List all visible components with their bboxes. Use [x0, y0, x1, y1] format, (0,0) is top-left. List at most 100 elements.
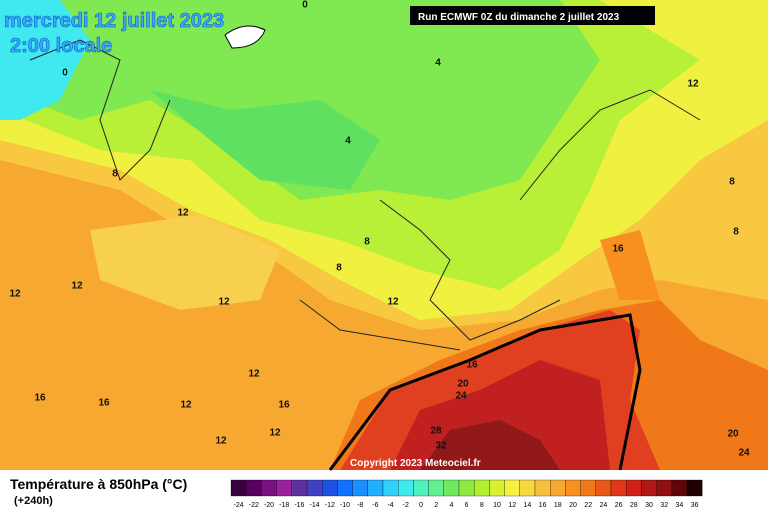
contour-label: 8: [112, 169, 118, 180]
contour-label: 0: [302, 0, 308, 11]
contour-label: 12: [248, 369, 260, 380]
scale-swatch: [686, 479, 703, 497]
scale-label: -22: [249, 502, 259, 509]
contour-label: 8: [729, 177, 735, 188]
run-box: [410, 6, 655, 25]
scale-label: -8: [357, 502, 363, 509]
contour-label: 0: [62, 68, 68, 79]
scale-label: -6: [372, 502, 378, 509]
scale-swatch: [337, 479, 353, 497]
scale-swatch: [352, 479, 368, 497]
scale-label: 22: [584, 502, 592, 509]
contour-label: 20: [457, 379, 469, 390]
contour-label: 16: [466, 360, 478, 371]
contour-label: 24: [738, 448, 750, 459]
scale-swatch: [398, 479, 414, 497]
run-label: Run ECMWF 0Z du dimanche 2 juillet 2023: [418, 12, 620, 23]
contour-label: 24: [455, 391, 467, 402]
scale-swatch: [489, 479, 505, 497]
scale-label: 18: [554, 502, 562, 509]
scale-swatch: [565, 479, 581, 497]
contour-label: 12: [71, 281, 83, 292]
scale-swatch: [246, 479, 262, 497]
scale-swatch: [534, 479, 551, 497]
contour-label: 16: [612, 244, 624, 255]
scale-label: -10: [340, 502, 350, 509]
contour-label: 12: [9, 289, 21, 300]
scale-swatch: [595, 479, 612, 497]
scale-swatch: [306, 479, 323, 497]
scale-label: -12: [325, 502, 335, 509]
contour-label: 4: [345, 136, 351, 147]
contour-label: 12: [180, 400, 192, 411]
scale-swatch: [519, 479, 536, 497]
scale-swatch: [291, 479, 308, 497]
scale-swatch: [504, 479, 520, 497]
contour-label: 8: [336, 263, 342, 274]
contour-label: 12: [387, 297, 399, 308]
scale-label: -18: [279, 502, 289, 509]
map-time: 2:00 locale: [10, 35, 112, 57]
scale-swatch: [367, 479, 384, 497]
scale-label: -4: [387, 502, 393, 509]
contour-label: 8: [364, 237, 370, 248]
scale-swatch: [443, 479, 460, 497]
contour-label: 32: [435, 441, 447, 452]
scale-swatch: [656, 479, 672, 497]
scale-label: 34: [676, 502, 684, 509]
scale-label: 36: [691, 502, 699, 509]
scale-swatch: [230, 479, 247, 497]
contour-label: 12: [687, 79, 699, 90]
scale-swatch: [382, 479, 399, 497]
scale-label: 8: [480, 502, 484, 509]
contour-label: 4: [435, 58, 441, 69]
scale-swatch: [580, 479, 596, 497]
scale-label: -16: [294, 502, 304, 509]
scale-label: 4: [449, 502, 453, 509]
scale-swatch: [428, 479, 444, 497]
contour-label: 16: [98, 398, 110, 409]
scale-swatch: [276, 479, 292, 497]
scale-swatch: [474, 479, 490, 497]
contour-label: 28: [430, 426, 442, 437]
contour-label: 16: [278, 400, 290, 411]
copyright: Copyright 2023 Meteociel.fr: [350, 458, 481, 469]
footer-title: Température à 850hPa (°C): [10, 476, 187, 492]
contour-label: 16: [34, 393, 46, 404]
scale-label: -14: [310, 502, 320, 509]
contour-label: 12: [215, 436, 227, 447]
scale-swatch: [641, 479, 657, 497]
scale-label: 16: [539, 502, 547, 509]
scale-swatch: [610, 479, 627, 497]
contour-label: 8: [733, 227, 739, 238]
scale-label: -24: [234, 502, 244, 509]
scale-label: 30: [645, 502, 653, 509]
temperature-field: [0, 0, 768, 471]
scale-label: 12: [508, 502, 516, 509]
scale-label: 20: [569, 502, 577, 509]
contour-label: 12: [269, 428, 281, 439]
scale-label: 10: [493, 502, 501, 509]
scale-label: 14: [524, 502, 532, 509]
color-scale: -24 -22 -20 -18 -16 -14 -12 -10 -8 -6 -4 -2 0 2 4 6 8 10 1…: [230, 479, 703, 509]
scale-label: 26: [615, 502, 623, 509]
scale-swatch: [322, 479, 338, 497]
scale-label: 28: [630, 502, 638, 509]
contour-label: 20: [727, 429, 739, 440]
scale-label: 32: [660, 502, 668, 509]
scale-swatch: [458, 479, 475, 497]
scale-swatch: [550, 479, 566, 497]
scale-label: 6: [465, 502, 469, 509]
contour-label: 12: [177, 208, 189, 219]
contour-label: 12: [218, 297, 230, 308]
scale-label: -20: [264, 502, 274, 509]
scale-swatch: [671, 479, 688, 497]
footer-lead: (+240h): [14, 495, 53, 507]
scale-swatch: [261, 479, 277, 497]
scale-swatch: [413, 479, 429, 497]
scale-label: 0: [419, 502, 423, 509]
map-date: mercredi 12 juillet 2023: [4, 10, 224, 32]
scale-swatch: [626, 479, 642, 497]
